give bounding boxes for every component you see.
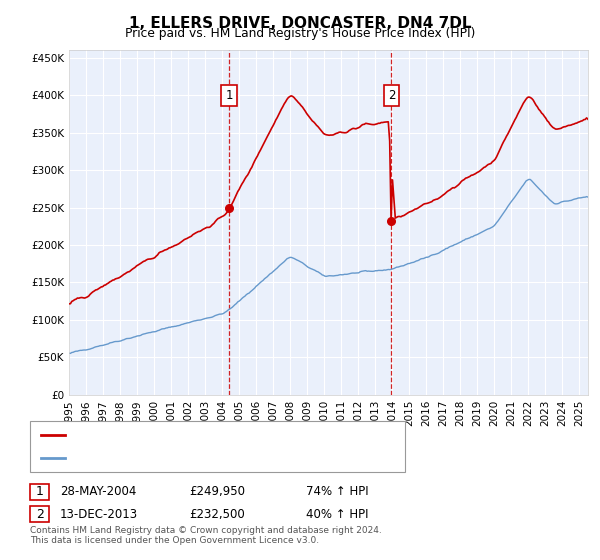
Text: 1: 1	[225, 89, 233, 102]
Text: £249,950: £249,950	[189, 485, 245, 498]
Text: 1, ELLERS DRIVE, DONCASTER, DN4 7DL: 1, ELLERS DRIVE, DONCASTER, DN4 7DL	[129, 16, 471, 31]
Text: Price paid vs. HM Land Registry's House Price Index (HPI): Price paid vs. HM Land Registry's House …	[125, 27, 475, 40]
Text: £232,500: £232,500	[189, 507, 245, 521]
Text: HPI: Average price, detached house, Doncaster: HPI: Average price, detached house, Donc…	[70, 453, 316, 463]
Text: 1: 1	[35, 485, 44, 498]
Text: 1, ELLERS DRIVE, DONCASTER, DN4 7DL (detached house): 1, ELLERS DRIVE, DONCASTER, DN4 7DL (det…	[70, 430, 375, 440]
Text: 28-MAY-2004: 28-MAY-2004	[60, 485, 136, 498]
Text: Contains HM Land Registry data © Crown copyright and database right 2024.
This d: Contains HM Land Registry data © Crown c…	[30, 526, 382, 545]
Text: 2: 2	[388, 89, 395, 102]
Text: 74% ↑ HPI: 74% ↑ HPI	[306, 485, 368, 498]
Text: 40% ↑ HPI: 40% ↑ HPI	[306, 507, 368, 521]
Text: 13-DEC-2013: 13-DEC-2013	[60, 507, 138, 521]
Text: 2: 2	[35, 507, 44, 521]
